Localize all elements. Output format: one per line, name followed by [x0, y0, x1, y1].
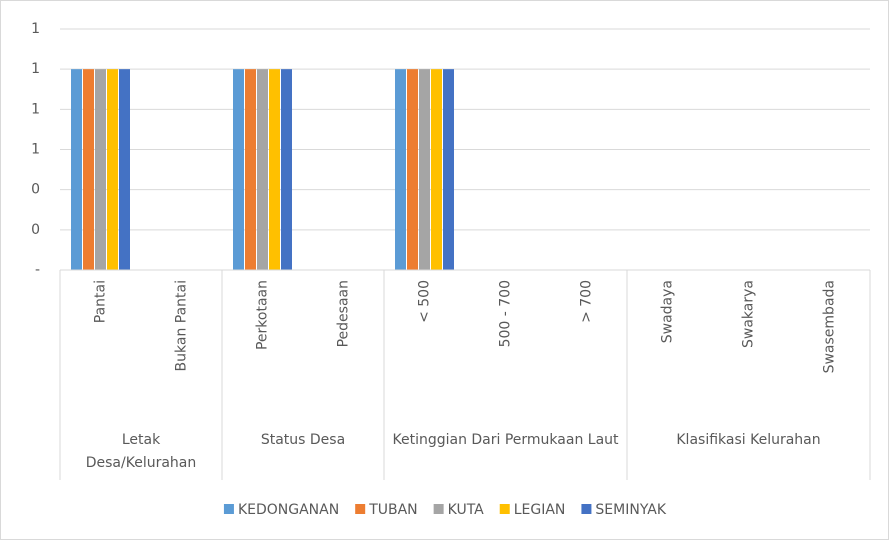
- y-tick-label: 0: [31, 222, 40, 238]
- group-label: Letak Desa/Kelurahan: [86, 432, 197, 471]
- x-tick-label: < 500: [417, 280, 433, 323]
- bar: [407, 69, 418, 271]
- y-tick-label: 0: [31, 182, 40, 198]
- legend-swatch: [499, 504, 510, 514]
- bar: [71, 69, 82, 271]
- legend-label: TUBAN: [368, 502, 417, 518]
- legend-swatch: [355, 504, 366, 514]
- bar: [119, 69, 130, 271]
- bar: [257, 69, 268, 271]
- bar: [395, 69, 406, 271]
- legend-label: KUTA: [448, 502, 485, 518]
- legend-swatch: [223, 504, 234, 514]
- x-tick-label: Swakarya: [741, 280, 757, 348]
- bar: [107, 69, 118, 271]
- legend-label: SEMINYAK: [595, 502, 666, 518]
- y-tick-label: 1: [31, 61, 40, 77]
- bar: [281, 69, 292, 271]
- x-tick-label: Perkotaan: [255, 280, 271, 350]
- bar: [95, 69, 106, 271]
- x-tick-label: Swadaya: [660, 280, 676, 343]
- bar: [269, 69, 280, 271]
- bar: [245, 69, 256, 271]
- bar: [233, 69, 244, 271]
- group-label: Ketinggian Dari Permukaan Laut: [392, 432, 619, 448]
- bar: [443, 69, 454, 271]
- legend-label: LEGIAN: [514, 502, 566, 518]
- x-tick-label: > 700: [579, 280, 595, 323]
- x-tick-label: Pantai: [93, 280, 109, 323]
- x-tick-label: Bukan Pantai: [174, 280, 190, 371]
- y-tick-label: 1: [31, 142, 40, 158]
- y-tick-label: 1: [31, 21, 40, 37]
- x-tick-label: Swasembada: [822, 280, 838, 373]
- y-tick-label: 1: [31, 101, 40, 117]
- group-label: Klasifikasi Kelurahan: [676, 432, 820, 448]
- bar: [83, 69, 94, 271]
- bar: [431, 69, 442, 271]
- x-tick-label: Pedesaan: [336, 280, 352, 347]
- legend-swatch: [433, 504, 444, 514]
- legend-swatch: [581, 504, 592, 514]
- bar: [419, 69, 430, 271]
- legend-label: KEDONGANAN: [238, 502, 339, 518]
- x-tick-label: 500 - 700: [498, 280, 514, 347]
- y-tick-label: -: [35, 262, 40, 278]
- group-label: Status Desa: [261, 432, 345, 448]
